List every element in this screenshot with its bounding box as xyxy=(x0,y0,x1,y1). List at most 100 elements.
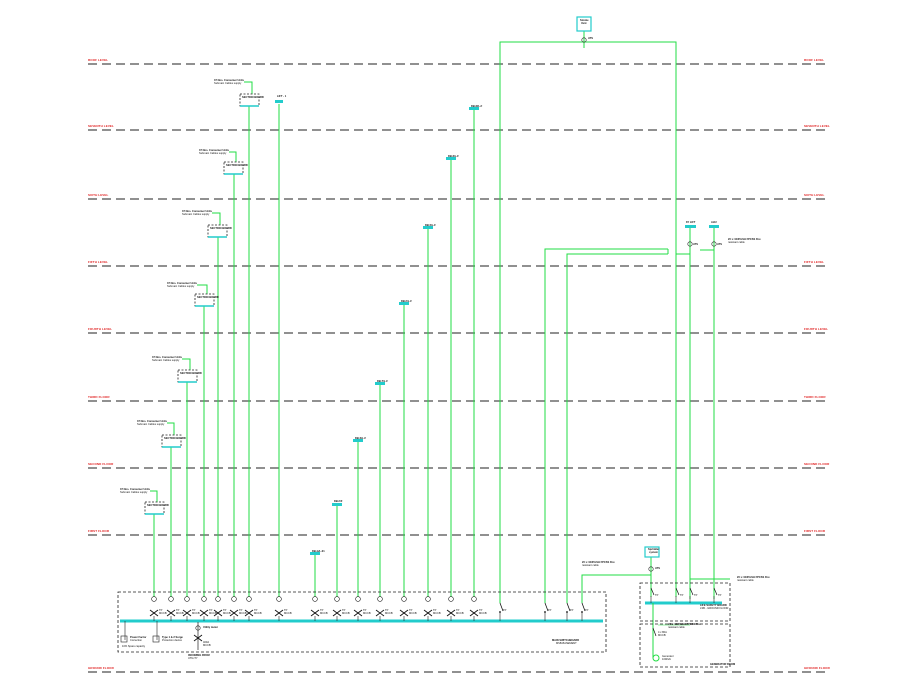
lsb-breaker-label: TP xyxy=(694,594,698,597)
section-board-label: SECTION BOARD xyxy=(197,296,219,299)
level-label-right: SECOND FLOOR xyxy=(804,462,830,466)
breaker-label: TP xyxy=(409,609,413,612)
breaker-label: TP xyxy=(192,609,196,612)
generator-cb-label: 4 x 80A xyxy=(658,631,667,634)
db-terminal xyxy=(423,226,433,229)
generator-label: Generator xyxy=(662,655,674,658)
breaker-cross-icon xyxy=(353,609,363,617)
fire-cable-note: 2C x 10/35LSH FPCSS Fire xyxy=(728,238,761,241)
fire-cable-note: resistant cable xyxy=(737,579,754,582)
lsb-switch-icon xyxy=(713,587,718,596)
fire-cable-note: resistant cable xyxy=(728,241,745,244)
db-terminal xyxy=(353,439,363,442)
spd-label: Type 1 & 2 Surge xyxy=(162,636,183,639)
breaker-cross-icon xyxy=(446,609,456,617)
breaker-label: TP xyxy=(159,609,163,612)
breaker-label: MCCB xyxy=(433,612,441,615)
feeder-meter-icon xyxy=(471,596,477,602)
supply-note-line2: Submain Cables supply xyxy=(199,152,227,155)
incoming-supply-label: INCOMING FROM xyxy=(188,654,210,657)
supply-note-line2: Submain Cables supply xyxy=(152,359,180,362)
ats-icon xyxy=(648,566,654,572)
breaker-label: MCCB xyxy=(176,612,184,615)
generator-breaker-icon xyxy=(652,627,657,637)
supply-note-line2: Submain Cables supply xyxy=(120,491,148,494)
lsb-switch-icon xyxy=(675,587,680,596)
breaker-cross-icon xyxy=(229,609,239,617)
level-label-left: FOURTH LEVEL xyxy=(88,327,113,331)
lsb-label: LSB - GROUND FLOOR xyxy=(700,607,729,610)
feeder-meter-icon xyxy=(401,596,407,602)
feeder-meter-icon xyxy=(312,596,318,602)
breaker-label: MCCB xyxy=(320,612,328,615)
smoke-vent-switch-icon xyxy=(499,602,504,612)
breaker-label: MCCB xyxy=(385,612,393,615)
pfc-label: Correction xyxy=(130,639,142,642)
fire-cable-note: 2C x 10/35LSH FPCSS Fire xyxy=(582,561,615,564)
lift-label: LIFT - 1 xyxy=(277,95,287,98)
sprinkler-switch-icon xyxy=(581,602,586,612)
ats-label: ATS xyxy=(717,243,722,246)
breaker-cross-icon xyxy=(182,609,192,617)
supply-note-line1: 37 Nos. Consumer Units xyxy=(120,488,150,491)
breaker-cross-icon xyxy=(310,609,320,617)
breaker-label: TP xyxy=(284,609,288,612)
feeder-meter-icon xyxy=(355,596,361,602)
supply-note-leader xyxy=(182,358,191,370)
incomer-cb-label: 400A xyxy=(203,641,210,644)
breaker-label: TP xyxy=(176,609,180,612)
switch-label: TP xyxy=(585,609,589,612)
supply-note-leader xyxy=(229,151,237,162)
ahu-switch-icon xyxy=(566,602,571,612)
utility-label: Utility meter xyxy=(203,626,218,629)
feeder-meter-icon xyxy=(215,596,221,602)
breaker-label: TP xyxy=(239,609,243,612)
level-label-right: FIRST FLOOR xyxy=(804,529,826,533)
breaker-label: TP xyxy=(479,609,483,612)
section-board-label: SECTION BOARD xyxy=(210,227,232,230)
feeder-meter-icon xyxy=(184,596,190,602)
supply-note-line1: 37 Nos. Consumer Units xyxy=(199,149,229,152)
breaker-cross-icon xyxy=(274,609,284,617)
cable-routes xyxy=(120,31,730,658)
ats-label: ATS xyxy=(588,37,593,40)
breaker-label: TP xyxy=(320,609,324,612)
lsb-breaker-label: TP xyxy=(718,594,722,597)
ats-icon xyxy=(687,241,693,247)
feeder-meter-icon xyxy=(246,596,252,602)
incoming-supply-label: UTILITY xyxy=(188,657,198,660)
breaker-cross-icon xyxy=(332,609,342,617)
ats-label: ATS xyxy=(693,243,698,246)
ff-lift-terminal xyxy=(685,225,696,228)
generator-room-label: GENERATOR ROOM xyxy=(710,663,736,666)
breaker-label: TP xyxy=(209,609,213,612)
smoke-vent-feeder xyxy=(499,41,677,603)
devices xyxy=(120,16,719,662)
fire-cable-note: 2C x 10/35LSH FPCSS Fire xyxy=(668,623,701,626)
feeder-meter-icon xyxy=(201,596,207,602)
db-label: DB-F/F xyxy=(334,500,343,503)
level-label-left: SIXTH LEVEL xyxy=(88,193,109,197)
pfc-icon xyxy=(120,635,128,643)
supply-note-leader xyxy=(167,422,175,435)
sprinkler-label: system xyxy=(649,551,658,554)
feeder-meter-icon xyxy=(151,596,157,602)
db-label: DB-F/L-F xyxy=(401,300,412,303)
breaker-cross-icon xyxy=(399,609,409,617)
lsb-label: LIFE SAFETY BOARD xyxy=(700,604,727,607)
breaker-label: TP xyxy=(456,609,460,612)
breaker-cross-icon xyxy=(149,609,159,617)
ff-lift-label: FF LIFT xyxy=(686,221,696,224)
fire-cable-note: resistant cable xyxy=(668,626,685,629)
enclosures xyxy=(117,93,731,668)
breaker-label: TP xyxy=(433,609,437,612)
breaker-label: TP xyxy=(254,609,258,612)
breaker-label: MCCB xyxy=(456,612,464,615)
breaker-cross-icon xyxy=(423,609,433,617)
pfc-label: 10% Spare capacity xyxy=(122,645,146,648)
ats-icon xyxy=(581,37,587,43)
supply-note-leader xyxy=(244,81,253,94)
lift-terminal xyxy=(275,100,283,103)
db-terminal xyxy=(332,503,342,506)
